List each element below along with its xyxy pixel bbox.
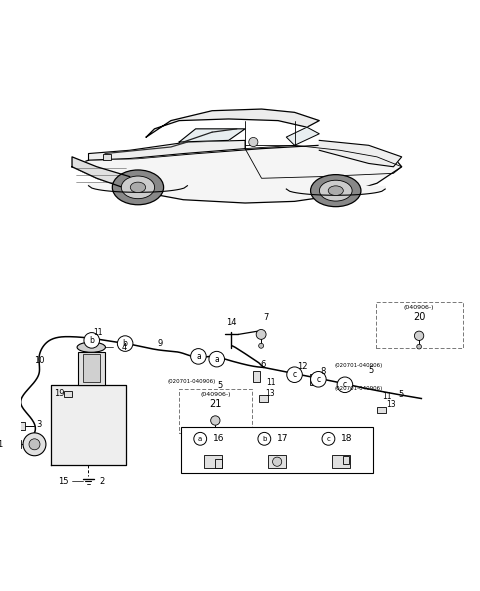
Bar	[83, 354, 100, 382]
Text: 5: 5	[398, 390, 403, 400]
Polygon shape	[72, 145, 402, 203]
Text: 10: 10	[34, 356, 44, 365]
Text: 7: 7	[263, 313, 268, 322]
Text: 8: 8	[320, 366, 325, 375]
Text: 13: 13	[265, 388, 275, 398]
Bar	[377, 407, 386, 413]
Text: 16: 16	[213, 434, 224, 443]
Circle shape	[322, 433, 335, 445]
Text: 9: 9	[158, 339, 163, 348]
Circle shape	[213, 429, 217, 434]
Bar	[375, 303, 463, 348]
Text: 12: 12	[297, 362, 308, 371]
Ellipse shape	[77, 342, 106, 352]
Circle shape	[209, 352, 225, 367]
Circle shape	[211, 416, 220, 425]
Circle shape	[249, 138, 258, 147]
Text: (020701-040906): (020701-040906)	[335, 386, 383, 391]
Bar	[181, 427, 373, 473]
Text: (020701-040906): (020701-040906)	[167, 379, 216, 384]
Circle shape	[258, 433, 271, 445]
Polygon shape	[72, 157, 130, 190]
Circle shape	[84, 333, 99, 348]
Text: c: c	[292, 370, 297, 379]
Text: 20: 20	[413, 312, 425, 322]
Ellipse shape	[319, 180, 352, 201]
Circle shape	[414, 331, 424, 340]
Text: a: a	[198, 436, 203, 442]
Text: 5: 5	[217, 381, 223, 390]
Ellipse shape	[328, 186, 343, 196]
Circle shape	[256, 329, 266, 339]
Text: a: a	[196, 352, 201, 361]
Bar	[310, 374, 316, 385]
Circle shape	[29, 439, 40, 450]
Bar	[343, 456, 349, 463]
Text: 14: 14	[226, 319, 237, 327]
Bar	[259, 395, 268, 402]
Text: 1: 1	[0, 440, 3, 449]
Polygon shape	[319, 141, 402, 167]
Circle shape	[23, 433, 46, 456]
Polygon shape	[286, 127, 319, 145]
Text: 13: 13	[386, 401, 396, 410]
Circle shape	[259, 343, 264, 348]
Text: b: b	[262, 436, 266, 442]
Ellipse shape	[112, 170, 164, 204]
Polygon shape	[286, 187, 385, 195]
Circle shape	[337, 377, 353, 392]
Text: a: a	[215, 355, 219, 363]
Text: (040906-): (040906-)	[404, 306, 434, 310]
Bar	[204, 455, 222, 468]
Bar	[332, 455, 350, 468]
Circle shape	[191, 349, 206, 364]
Text: 3: 3	[36, 420, 42, 429]
Text: c: c	[316, 375, 321, 384]
Text: 18: 18	[341, 434, 352, 443]
Text: c: c	[343, 380, 347, 389]
Polygon shape	[146, 109, 319, 137]
Bar	[64, 391, 72, 397]
Polygon shape	[88, 141, 245, 160]
Text: 2: 2	[99, 477, 105, 486]
Polygon shape	[179, 129, 245, 142]
Text: 15: 15	[58, 477, 68, 486]
Bar	[179, 389, 252, 433]
Polygon shape	[50, 385, 126, 465]
Bar	[11, 440, 21, 449]
Text: (040906-): (040906-)	[200, 392, 230, 397]
Circle shape	[311, 372, 326, 387]
Ellipse shape	[121, 176, 155, 199]
Circle shape	[287, 367, 302, 382]
Ellipse shape	[130, 182, 145, 193]
Circle shape	[194, 433, 207, 445]
Text: 11: 11	[266, 378, 276, 387]
Text: 11: 11	[382, 392, 392, 401]
Bar	[78, 352, 105, 385]
Text: 17: 17	[277, 434, 288, 443]
Bar	[103, 154, 111, 160]
Bar	[215, 459, 222, 467]
Circle shape	[118, 336, 133, 352]
Text: 11: 11	[93, 327, 102, 337]
Text: 5: 5	[369, 366, 374, 375]
Text: b: b	[123, 339, 128, 348]
Ellipse shape	[311, 174, 361, 207]
Text: 6: 6	[261, 360, 266, 369]
Circle shape	[417, 345, 421, 349]
Bar	[12, 422, 25, 430]
Circle shape	[273, 457, 282, 466]
Text: c: c	[326, 436, 330, 442]
Text: (020701-040906): (020701-040906)	[335, 363, 383, 368]
Text: 4: 4	[121, 343, 127, 352]
Text: b: b	[89, 336, 94, 345]
Bar	[253, 371, 260, 382]
Polygon shape	[88, 183, 187, 192]
Text: 19: 19	[54, 389, 65, 398]
Text: 21: 21	[209, 399, 222, 409]
Bar	[268, 455, 286, 468]
